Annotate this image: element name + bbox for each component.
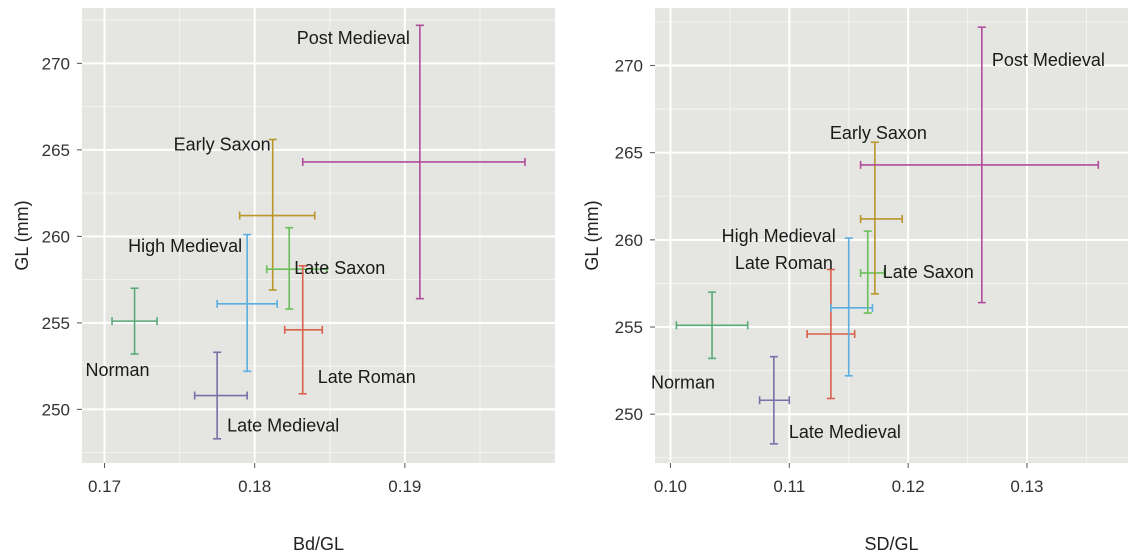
group-marker: Norman [651,291,749,392]
x-tick-label: 0.12 [892,477,925,496]
y-axis-title: GL (mm) [12,200,32,270]
group-marker: Late Saxon [859,230,974,314]
y-tick-label: 255 [42,314,70,333]
panel-2: 0.10 0.11 0.12 0.13 250 255 260 265 270 SD/GL GL (… [582,8,1128,554]
panel-1: 0.17 0.18 0.19 250 255 260 265 270 Bd/GL GL (mm) N… [12,8,555,554]
y-axis-title: GL (mm) [582,200,602,270]
plot-background [655,8,1128,463]
group-label: Post Medieval [992,50,1105,70]
y-tick-label: 255 [615,318,643,337]
group-marker: High Medieval [128,233,279,373]
x-tick-label: 0.11 [773,477,805,496]
group-label: Late Medieval [789,422,901,442]
group-label: High Medieval [722,226,836,246]
x-tick-label: 0.10 [654,477,687,496]
x-tick-label: 0.17 [88,477,121,496]
group-label: Post Medieval [297,28,410,48]
group-marker: Norman [86,287,158,380]
group-label: Early Saxon [830,123,927,143]
x-tick-label: 0.18 [238,477,271,496]
group-marker: Late Saxon [265,226,385,310]
group-marker: Early Saxon [174,135,316,291]
y-tick-label: 270 [615,57,643,76]
group-label: Norman [86,360,150,380]
group-marker: Post Medieval [859,26,1105,304]
y-tick-label: 265 [615,144,643,163]
group-label: Late Roman [318,367,416,387]
y-tick-label: 250 [42,400,70,419]
group-marker: Late Medieval [193,351,339,440]
x-axis-title: Bd/GL [293,534,344,554]
group-marker: Late Medieval [758,355,901,445]
y-tick-label: 260 [42,227,70,246]
group-marker: Post Medieval [297,24,526,300]
group-marker: High Medieval [722,226,874,377]
y-tick-label: 260 [615,231,643,250]
group-label: Norman [651,372,715,392]
x-tick-label: 0.13 [1010,477,1043,496]
group-label: Early Saxon [174,135,271,155]
y-tick-label: 250 [615,405,643,424]
x-axis-title: SD/GL [864,534,918,554]
group-label: High Medieval [128,236,242,256]
group-marker: Late Roman [735,253,856,400]
group-label: Late Saxon [883,262,974,282]
x-tick-label: 0.19 [388,477,421,496]
y-tick-label: 270 [42,54,70,73]
group-label: Late Roman [735,253,833,273]
group-marker: Late Roman [283,264,416,395]
y-tick-label: 265 [42,141,70,160]
group-label: Late Medieval [227,416,339,436]
group-marker: Early Saxon [830,123,927,295]
group-label: Late Saxon [294,258,385,278]
